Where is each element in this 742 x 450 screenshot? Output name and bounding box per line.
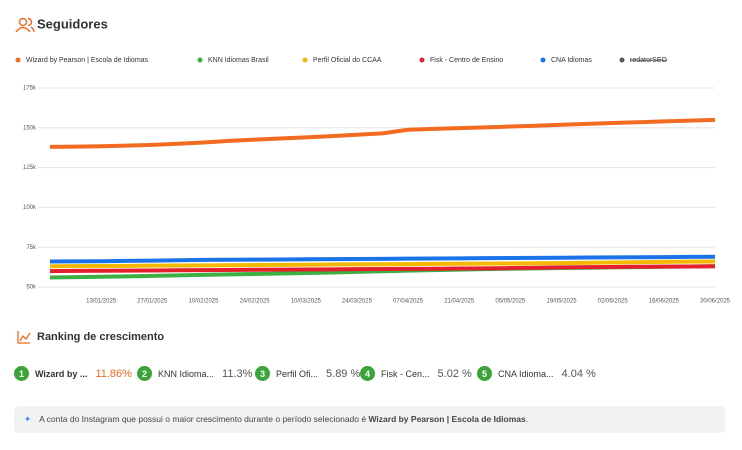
note-end: .	[525, 414, 529, 424]
x-tick-label: 27/01/2025	[137, 299, 168, 305]
y-tick-label: 125k	[23, 165, 37, 171]
rank-badge: 1	[14, 366, 29, 381]
x-tick-label: 10/03/2025	[291, 299, 322, 305]
rank-badge: 4	[360, 366, 375, 381]
legend-item[interactable]: CNA Idiomas	[540, 57, 593, 64]
x-tick-label: 13/01/2025	[86, 299, 117, 305]
note-text: A conta do Instagram que possui o maior …	[39, 414, 369, 424]
rank-growth: 5.02 %	[437, 367, 472, 380]
x-tick-label: 24/03/2025	[342, 299, 373, 305]
rank-name: KNN Idioma...	[158, 368, 215, 379]
x-tick-label: 10/02/2025	[188, 299, 219, 305]
rank-name: CNA Idioma...	[498, 368, 554, 379]
series-line	[49, 259, 716, 269]
icon	[17, 331, 31, 344]
y-tick-label: 150k	[23, 125, 37, 131]
ranking-item: 2 KNN Idioma... 11.3%	[137, 366, 252, 381]
x-tick-label: 19/05/2025	[547, 299, 578, 305]
legend-label: Perfil Oficial do CCAA	[313, 57, 382, 64]
y-tick-label: 50k	[26, 285, 37, 291]
ranking-item: 3 Perfil Ofi... 5.89 %	[255, 366, 360, 381]
sparkle-icon: ✦	[24, 414, 32, 424]
series-line	[49, 254, 716, 264]
legend-item[interactable]: Fisk - Centro de Ensino	[419, 57, 504, 64]
rank-badge: 3	[255, 366, 270, 381]
y-tick-label: 100k	[23, 205, 37, 211]
note-box: ✦ A conta do Instagram que possui o maior…	[14, 406, 725, 433]
y-tick-label: 75k	[26, 245, 37, 251]
legend-item[interactable]: Wizard by Pearson | Escola de Idiomas	[15, 57, 149, 64]
rank-badge: 5	[477, 366, 492, 381]
chart: Seguidores 50k 75k 100k 125k 150k 175k 13/01/2…	[15, 16, 731, 305]
legend-label: KNN Idiomas Brasil	[208, 57, 269, 64]
legend-dot	[619, 57, 625, 63]
x-tick-label: 21/04/2025	[444, 299, 475, 305]
legend-dot	[197, 57, 203, 63]
rank-name: Fisk - Cen...	[381, 368, 430, 379]
followers-icon	[15, 17, 35, 33]
legend-dot	[302, 57, 308, 63]
legend-label: CNA Idiomas	[551, 57, 592, 64]
y-tick-label: 175k	[23, 86, 37, 92]
legend-dot	[15, 57, 21, 63]
section-title: Seguidores	[37, 16, 108, 31]
rank-name: Perfil Ofi...	[276, 368, 319, 379]
note-highlight: Wizard by Pearson | Escola de Idiomas	[368, 414, 526, 424]
legend-label: Wizard by Pearson | Escola de Idiomas	[26, 57, 149, 64]
rank-badge: 2	[137, 366, 152, 381]
series-line	[49, 117, 716, 149]
x-tick-label: 30/06/2025	[700, 299, 731, 305]
ranking-title: Ranking de crescimento	[37, 331, 165, 343]
ranking-item: 5 CNA Idioma... 4.04 %	[477, 366, 596, 381]
legend-label: Fisk - Centro de Ensino	[430, 57, 503, 64]
legend-label: redatorSEO	[630, 57, 668, 64]
rank-growth: 11.3%	[222, 367, 253, 380]
x-tick-label: 05/05/2025	[495, 299, 526, 305]
legend-dot	[540, 57, 546, 63]
x-tick-label: 07/04/2025	[393, 299, 424, 305]
ranking-icon	[17, 330, 31, 349]
x-tick-label: 24/02/2025	[240, 299, 271, 305]
series-line	[49, 264, 716, 274]
legend-dot	[419, 57, 425, 63]
ranking-item: 1 Wizard by ... 11.86%	[14, 366, 132, 381]
legend-item[interactable]: redatorSEO	[619, 57, 668, 64]
x-tick-label: 16/06/2025	[649, 299, 680, 305]
rank-name: Wizard by ...	[35, 368, 88, 379]
rank-growth: 4.04 %	[561, 367, 596, 380]
rank-growth: 11.86%	[95, 367, 132, 380]
legend-item[interactable]: KNN Idiomas Brasil	[197, 57, 270, 64]
rank-growth: 5.89 %	[326, 367, 361, 380]
ranking-item: 4 Fisk - Cen... 5.02 %	[360, 366, 472, 381]
x-tick-label: 02/06/2025	[598, 299, 629, 305]
legend-item[interactable]: Perfil Oficial do CCAA	[302, 57, 382, 64]
